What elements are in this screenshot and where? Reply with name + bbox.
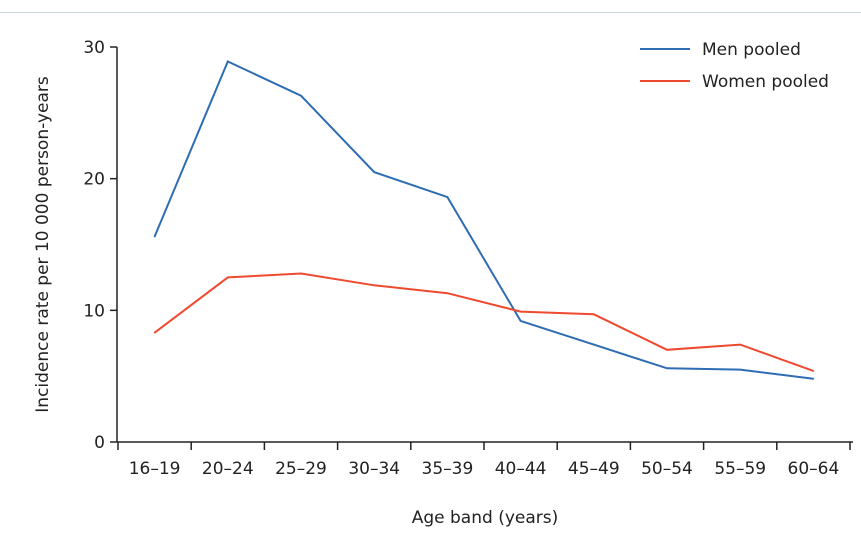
data-point-men-pooled [227, 60, 229, 63]
x-ticks: 16–19 20–24 25–29 30–34 35–39 40–44 45–49 50–54… [117, 442, 851, 479]
series-line-men-pooled [153, 60, 814, 380]
x-tick-label: 50–54 [641, 459, 693, 479]
x-tick-label: 16–19 [129, 459, 181, 479]
legend-label-women-pooled: Women pooled [702, 72, 829, 92]
data-point-women-pooled [373, 284, 376, 287]
legend: Men pooled Women pooled [640, 40, 829, 92]
data-point-women-pooled [812, 370, 815, 372]
data-point-women-pooled [519, 310, 522, 313]
x-tick-label: 45–49 [568, 459, 620, 479]
data-point-men-pooled [300, 94, 302, 97]
axes [116, 47, 853, 443]
x-axis-title: Age band (years) [412, 508, 559, 528]
top-divider [0, 12, 861, 13]
data-point-men-pooled [812, 378, 815, 380]
y-axis-title: Incidence rate per 10 000 person-years [33, 76, 53, 413]
data-point-men-pooled [519, 320, 522, 322]
x-tick-label: 40–44 [495, 459, 547, 479]
data-point-men-pooled [446, 196, 449, 198]
y-tick-label: 10 [83, 301, 105, 321]
data-point-women-pooled [593, 313, 595, 316]
y-tick-label: 0 [94, 433, 105, 453]
data-point-men-pooled [593, 343, 595, 346]
y-tick-label: 20 [83, 170, 105, 190]
x-tick-label: 20–24 [202, 459, 254, 479]
legend-label-men-pooled: Men pooled [702, 40, 801, 60]
data-point-women-pooled [446, 292, 449, 295]
data-point-women-pooled [666, 349, 668, 351]
series-line-women-pooled [153, 272, 814, 372]
data-point-men-pooled [153, 235, 156, 238]
series-layer [153, 60, 815, 380]
data-point-men-pooled [739, 368, 741, 371]
y-ticks: 0 10 20 30 [83, 38, 117, 453]
x-tick-label: 30–34 [348, 459, 400, 479]
data-point-women-pooled [227, 276, 229, 279]
x-tick-label: 55–59 [714, 459, 766, 479]
x-tick-label: 35–39 [422, 459, 474, 479]
data-point-women-pooled [153, 331, 156, 334]
y-tick-label: 30 [83, 38, 105, 58]
x-tick-label: 60–64 [788, 459, 840, 479]
data-point-men-pooled [373, 171, 376, 173]
data-point-women-pooled [739, 343, 741, 346]
data-point-men-pooled [666, 367, 668, 370]
x-tick-label: 25–29 [275, 459, 327, 479]
data-point-women-pooled [300, 272, 302, 275]
